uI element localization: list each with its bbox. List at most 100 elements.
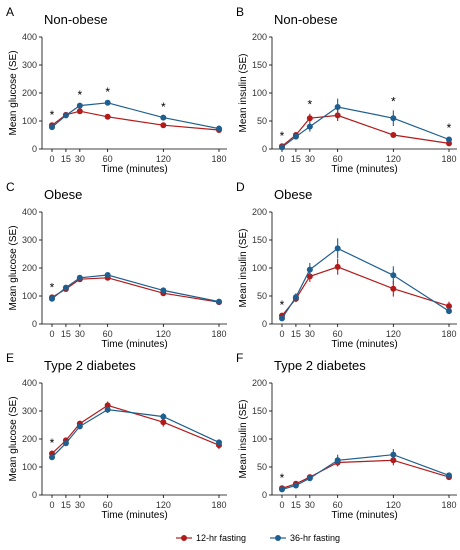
panel-title: Non-obese [44,12,108,27]
significance-star: * [50,108,55,122]
panel-letter: F [236,351,243,365]
x-tick-label: 60 [103,329,113,339]
y-tick-label: 0 [32,144,37,154]
series-line [281,459,450,489]
data-point [446,136,452,143]
y-tick-label: 50 [257,462,267,472]
x-tick-label: 30 [75,500,85,510]
data-point [104,113,111,120]
series-1 [49,108,222,133]
x-tick-label: 180 [441,154,456,164]
x-tick-label: 0 [279,154,284,164]
data-point [334,104,341,110]
x-tick-label: 15 [291,500,301,510]
series-line [51,277,220,303]
panel-letter: E [6,351,14,365]
y-tick-label: 0 [262,490,267,500]
panel-letter: B [236,5,244,19]
series-line [51,102,220,130]
y-tick-label: 200 [252,378,267,388]
x-tick-label: 15 [61,154,71,164]
x-tick-label: 120 [156,154,171,164]
x-tick-label: 0 [49,329,54,339]
data-point [446,472,452,479]
panel-letter: C [6,180,15,194]
panel-letter: A [6,5,14,19]
x-tick-label: 15 [61,500,71,510]
x-tick-label: 180 [211,500,226,510]
x-tick-label: 60 [103,154,113,164]
y-tick-label: 150 [252,60,267,70]
x-tick-label: 180 [441,500,456,510]
x-tick-label: 120 [386,154,401,164]
y-axis-label: Mean insulin (SE) [238,400,249,479]
data-point [334,245,341,252]
x-tick-label: 120 [156,500,171,510]
y-tick-label: 0 [262,319,267,329]
legend-swatch-dot [181,535,187,541]
series-1 [279,259,452,319]
y-tick-label: 0 [32,319,37,329]
significance-star: * [105,85,110,99]
x-tick-label: 15 [61,329,71,339]
x-tick-label: 60 [103,500,113,510]
y-axis-label: Mean glucose (SE) [8,396,19,481]
y-tick-label: 200 [22,434,37,444]
x-tick-label: 15 [291,154,301,164]
data-point [104,272,111,278]
y-tick-label: 200 [252,207,267,217]
data-point [160,287,167,294]
y-tick-label: 100 [22,116,37,126]
panel-f: F Type 2 diabetes 0 50 100 150 200 0 15 30 60 120 18… [236,351,457,521]
data-point [306,123,313,130]
data-point [104,402,111,409]
data-point [306,266,313,273]
significance-star: * [280,129,285,143]
data-point [216,125,222,132]
legend-label: 12-hr fasting [196,533,246,543]
x-tick-label: 30 [75,154,85,164]
y-tick-label: 300 [22,406,37,416]
data-point [216,298,222,305]
data-point [334,457,341,464]
data-point [334,263,341,270]
data-point [62,284,69,291]
series-2 [279,98,452,151]
data-point [76,274,83,281]
significance-star: * [50,436,55,450]
significance-star: * [280,471,285,485]
y-tick-label: 100 [252,263,267,273]
y-axis-label: Mean glucose (SE) [8,50,19,135]
data-point [306,115,313,122]
significance-star: * [77,88,82,102]
y-tick-label: 300 [22,235,37,245]
data-point [49,124,55,131]
y-tick-label: 400 [22,207,37,217]
x-tick-label: 0 [279,500,284,510]
data-point [292,294,299,301]
x-axis-label: Time (minutes) [331,164,397,175]
significance-star: * [50,280,55,294]
significance-star: * [447,121,452,135]
x-tick-label: 30 [305,154,315,164]
series-line [281,247,450,319]
panel-c: C Obese 0 100 200 300 400 0 15 30 60 120 180 Time (mi… [6,180,227,350]
x-tick-label: 180 [211,329,226,339]
data-point [76,102,83,109]
x-tick-label: 180 [441,329,456,339]
panel-title: Non-obese [274,12,338,27]
x-tick-label: 0 [279,329,284,339]
y-tick-label: 150 [252,406,267,416]
y-axis-label: Mean glucose (SE) [8,225,19,310]
data-point [446,303,452,310]
y-tick-label: 0 [262,144,267,154]
series-line [281,454,450,490]
legend: 12-hr fasting 36-hr fasting [176,533,340,543]
x-tick-label: 180 [211,154,226,164]
y-tick-label: 0 [32,490,37,500]
series-1 [49,274,222,306]
panel-d: D Obese 0 50 100 150 200 0 15 30 60 120 180 Time (min… [236,180,457,350]
data-point [62,112,69,119]
series-1 [279,455,452,492]
